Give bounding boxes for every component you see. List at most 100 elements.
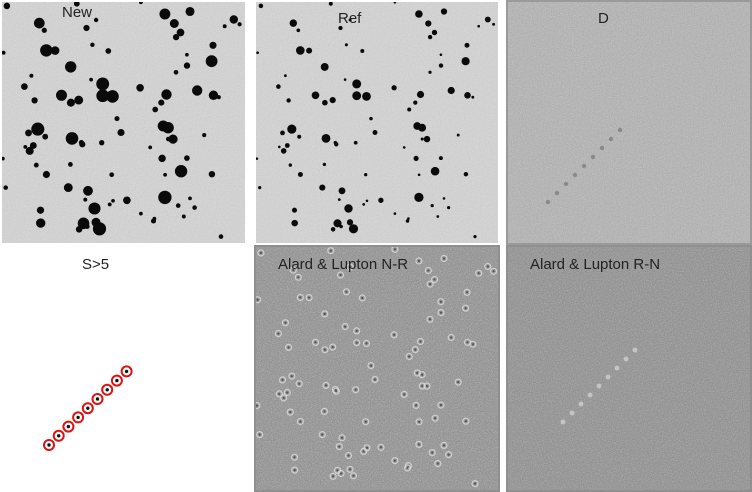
subtraction-residual: [296, 293, 304, 302]
residual: [614, 365, 620, 371]
star: [2, 50, 6, 55]
subtraction-core: [259, 251, 262, 254]
subtraction-core: [473, 482, 477, 485]
subtraction-core: [471, 343, 474, 346]
panel-s-threshold: S>5: [2, 247, 245, 490]
residual: [608, 136, 614, 142]
subtraction-residual: [281, 319, 289, 327]
star: [334, 142, 339, 147]
subtraction-residual: [274, 329, 282, 338]
star: [163, 172, 168, 177]
subtraction-core: [447, 453, 450, 456]
subtraction-residual: [341, 322, 349, 331]
star: [440, 8, 448, 15]
star: [430, 203, 434, 208]
star: [378, 197, 384, 203]
star: [183, 62, 191, 69]
star: [372, 130, 378, 135]
star: [456, 133, 460, 137]
difference-image: [508, 2, 750, 243]
star: [322, 162, 327, 167]
star: [181, 214, 186, 219]
subtraction-core: [418, 420, 421, 423]
star: [42, 170, 50, 179]
star: [352, 91, 362, 101]
star: [339, 224, 343, 229]
subtraction-core: [406, 466, 409, 470]
subtraction-core: [365, 342, 368, 345]
star: [288, 163, 292, 167]
star: [428, 70, 432, 74]
subtraction-residual: [463, 288, 471, 296]
subtraction-residual: [415, 418, 423, 426]
subtraction-core: [299, 296, 302, 299]
star: [425, 20, 432, 27]
subtraction-residual: [426, 315, 434, 323]
subtraction-core: [314, 341, 317, 344]
detections-plot: [43, 365, 133, 451]
star: [173, 69, 179, 75]
star: [369, 116, 373, 121]
star: [438, 63, 444, 68]
star: [158, 99, 165, 106]
star: [393, 2, 397, 4]
star: [338, 25, 343, 31]
star: [365, 199, 369, 203]
subtraction-residual: [278, 376, 287, 384]
subtraction-core: [361, 296, 364, 300]
panel-ref-image: Ref: [256, 2, 498, 243]
subtraction-residual: [288, 372, 296, 380]
subtraction-residual: [338, 434, 346, 442]
star: [222, 24, 227, 29]
star: [168, 134, 178, 144]
subtraction-residual: [484, 262, 492, 271]
star: [105, 48, 112, 54]
panel-new-image: New: [2, 2, 245, 243]
subtraction-core: [419, 340, 422, 343]
star: [321, 134, 331, 143]
star: [84, 223, 90, 230]
star: [492, 22, 496, 26]
detection-source: [124, 369, 129, 374]
subtraction-core: [292, 269, 295, 272]
star: [21, 83, 28, 90]
star: [289, 19, 298, 27]
star: [416, 90, 425, 99]
subtraction-residual: [415, 257, 423, 265]
subtraction-core: [486, 265, 489, 268]
star: [352, 79, 362, 89]
star: [297, 134, 302, 139]
star: [256, 157, 259, 160]
star: [391, 85, 397, 91]
subtraction-core: [379, 446, 382, 449]
subtraction-residual: [440, 441, 448, 449]
subtraction-residual: [462, 417, 470, 425]
star: [297, 172, 303, 177]
subtraction-core: [464, 307, 467, 310]
star: [123, 196, 131, 205]
residual: [569, 410, 575, 416]
subtraction-core: [457, 381, 460, 384]
panel-difference-d: D: [508, 2, 750, 243]
subtraction-residual: [411, 345, 419, 354]
star: [29, 142, 37, 149]
residual: [554, 190, 560, 196]
star: [42, 133, 49, 140]
subtraction-residual: [296, 417, 305, 426]
subtraction-residual: [283, 388, 291, 397]
star: [89, 77, 93, 82]
detection-source: [86, 406, 90, 410]
subtraction-core: [439, 404, 442, 407]
star: [158, 190, 172, 205]
star: [353, 140, 358, 145]
subtraction-core: [466, 341, 469, 344]
subtraction-core: [450, 336, 453, 339]
subtraction-residual: [415, 440, 423, 448]
star: [348, 224, 359, 234]
star: [402, 146, 406, 149]
subtraction-core: [323, 410, 326, 413]
subtraction-core: [465, 291, 469, 294]
star: [88, 202, 101, 215]
diff-residuals: [545, 127, 623, 205]
star: [31, 122, 45, 136]
